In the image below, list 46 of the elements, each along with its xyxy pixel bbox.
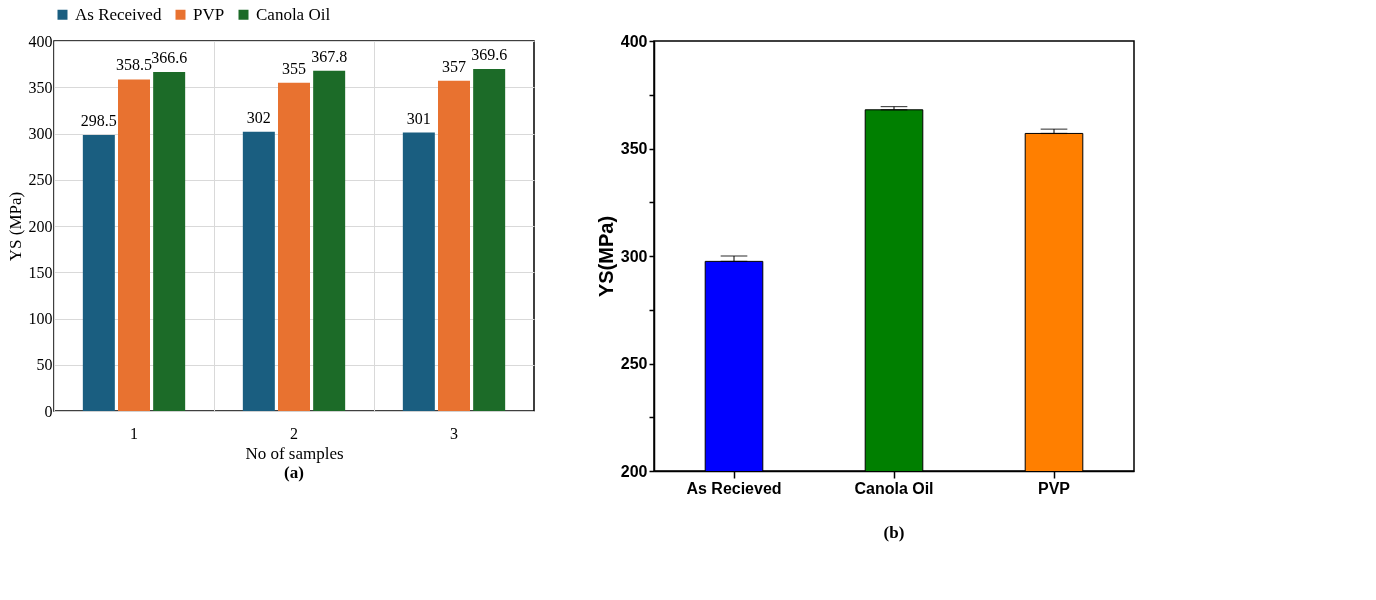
y-tick-label: 0 xyxy=(44,402,53,420)
y-tick-label: 100 xyxy=(28,310,53,327)
y-tick-label: 350 xyxy=(28,78,53,96)
y-axis-title: YS (MPa) xyxy=(5,191,25,262)
y-tick-label: 400 xyxy=(28,32,53,50)
x-tick-label: 3 xyxy=(450,424,458,442)
x-tick-label: 2 xyxy=(290,424,298,442)
bar xyxy=(473,69,506,411)
x-tick-label: PVP xyxy=(1037,479,1071,497)
bar xyxy=(438,80,470,411)
text: (b) xyxy=(883,523,905,542)
y-tick-label: 150 xyxy=(28,263,53,281)
legend-label: PVP xyxy=(193,4,225,24)
y-tick-label: 250 xyxy=(620,355,648,372)
x-tick-label: 1 xyxy=(130,424,138,442)
y-tick-label: 400 xyxy=(620,32,648,50)
bar xyxy=(153,71,186,411)
bar xyxy=(402,132,435,411)
y-tick-label: 200 xyxy=(28,217,53,235)
y-tick-label: 200 xyxy=(620,462,648,480)
x-axis-title: No of samples xyxy=(245,443,344,463)
text: (a) xyxy=(284,463,304,482)
bar xyxy=(242,131,275,411)
bar xyxy=(278,82,310,411)
legend-label: Canola Oil xyxy=(256,4,331,24)
y-tick-label: 300 xyxy=(28,125,53,142)
bar xyxy=(118,79,150,411)
data-label: 355 xyxy=(282,59,306,77)
data-label: 369.6 xyxy=(471,46,508,64)
data-label: 357 xyxy=(442,57,466,75)
bar xyxy=(313,70,346,411)
y-tick-label: 250 xyxy=(28,171,53,189)
x-tick-label: As Recieved xyxy=(686,479,782,497)
legend-label: As Received xyxy=(75,4,162,24)
x-tick-label: Canola Oil xyxy=(854,479,934,497)
data-label: 358.5 xyxy=(116,56,152,74)
data-label: 298.5 xyxy=(80,111,117,129)
data-label: 301 xyxy=(406,109,431,127)
data-label: 302 xyxy=(246,108,271,126)
bar xyxy=(82,134,115,411)
y-tick-label: 350 xyxy=(620,140,648,157)
data-label: 366.6 xyxy=(151,48,188,66)
data-label: 367.8 xyxy=(311,47,348,65)
y-axis-title: YS(MPa) xyxy=(594,215,617,298)
y-tick-label: 300 xyxy=(620,247,648,265)
y-tick-label: 50 xyxy=(36,356,53,374)
